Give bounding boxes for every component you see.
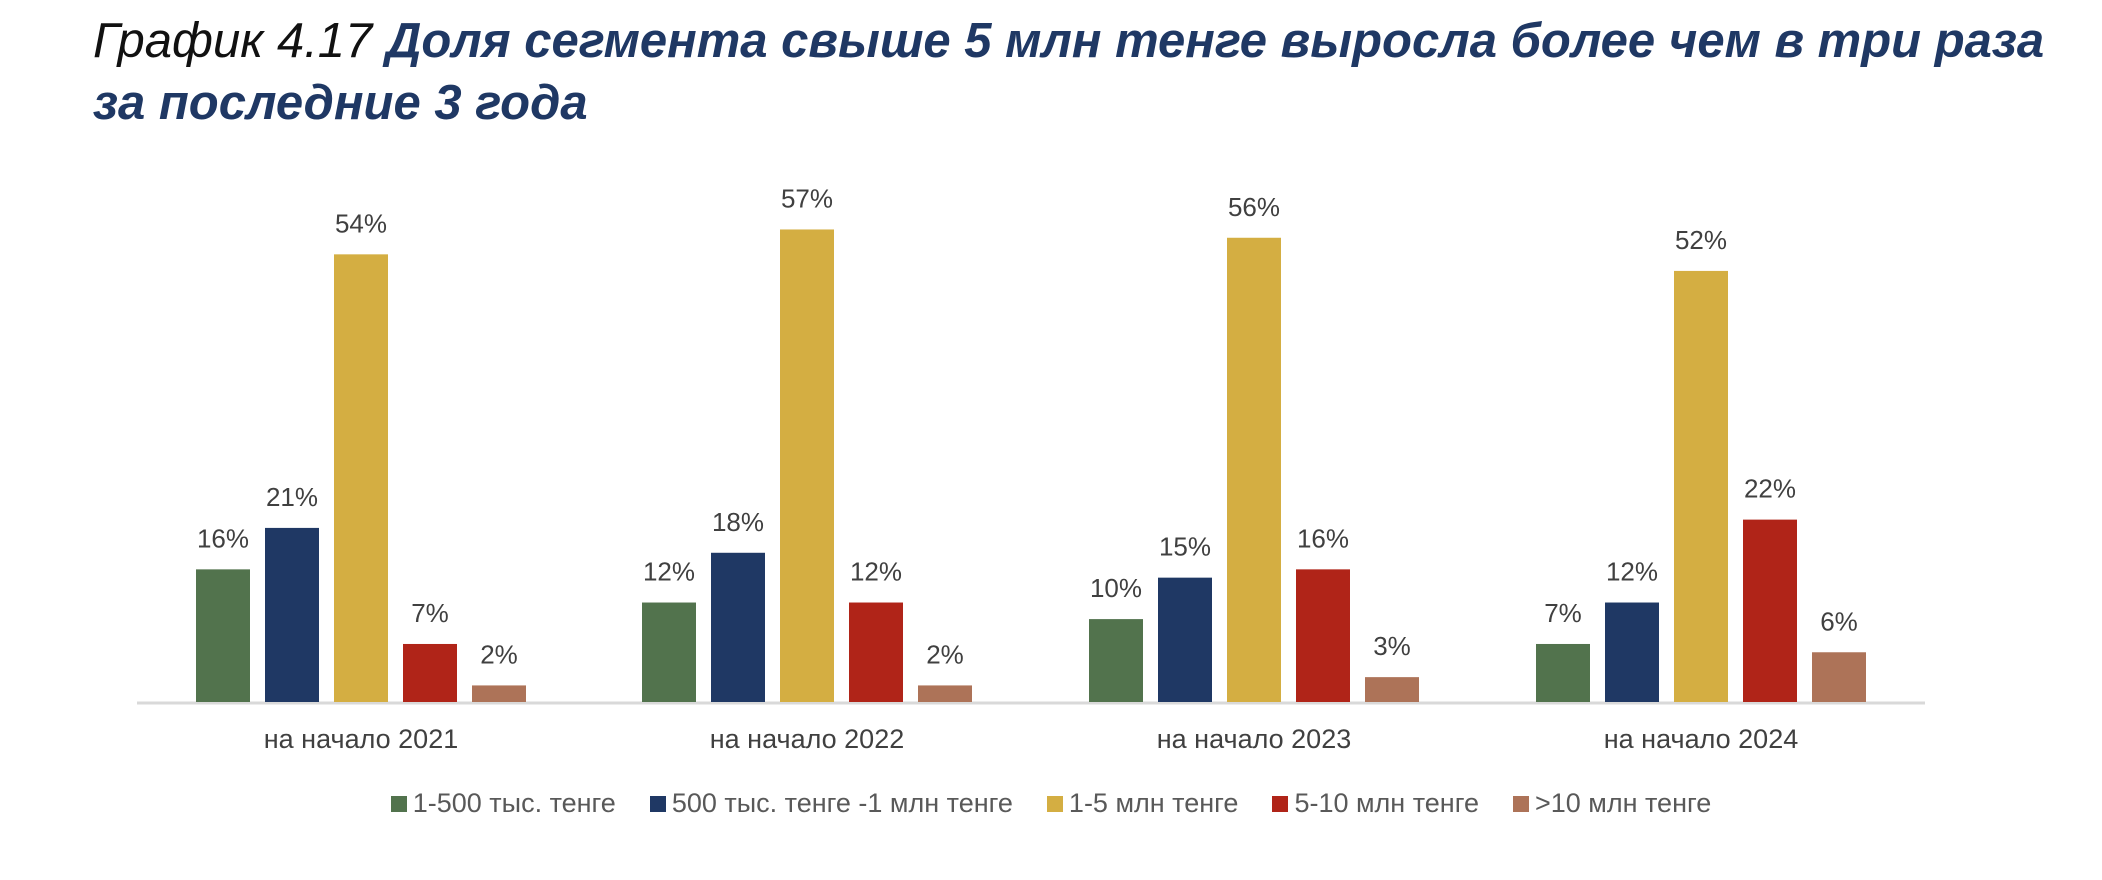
legend-label: 500 тыс. тенге -1 млн тенге bbox=[671, 788, 1013, 818]
bar bbox=[1089, 619, 1143, 702]
data-label: 56% bbox=[1228, 192, 1280, 222]
bar-chart: 16% 21% 54% 7% 2% на начало 2021 12% 18% 57% 12% 2… bbox=[137, 183, 1925, 754]
data-label: 7% bbox=[1544, 598, 1582, 628]
legend-item: 5-10 млн тенге bbox=[1272, 788, 1479, 819]
legend-swatch bbox=[390, 795, 407, 812]
bar bbox=[1743, 519, 1797, 702]
x-tick-label: на начало 2023 bbox=[1157, 724, 1351, 754]
data-label: 16% bbox=[1297, 523, 1349, 553]
data-label: 3% bbox=[1373, 631, 1411, 661]
data-label: 2% bbox=[480, 639, 518, 669]
bar bbox=[196, 569, 250, 702]
bar bbox=[1227, 237, 1281, 702]
data-label: 54% bbox=[335, 208, 387, 238]
data-label: 18% bbox=[712, 507, 764, 537]
legend-swatch bbox=[1046, 795, 1063, 812]
chart-title-prefix: График 4.17 bbox=[93, 14, 373, 68]
chart-title: График 4.17 Доля сегмента свыше 5 млн те… bbox=[93, 10, 2053, 134]
bar bbox=[1674, 270, 1728, 702]
bar bbox=[1296, 569, 1350, 702]
data-label: 10% bbox=[1090, 573, 1142, 603]
data-label: 6% bbox=[1820, 606, 1858, 636]
legend-label: >10 млн тенге bbox=[1534, 788, 1712, 818]
bar bbox=[1158, 577, 1212, 702]
legend-swatch bbox=[1272, 795, 1289, 812]
data-label: 15% bbox=[1159, 532, 1211, 562]
legend-label: 1-500 тыс. тенге bbox=[412, 788, 616, 818]
legend-swatch bbox=[649, 795, 666, 812]
legend-item: 500 тыс. тенге -1 млн тенге bbox=[649, 788, 1013, 819]
bar bbox=[642, 602, 696, 702]
data-label: 12% bbox=[643, 557, 695, 587]
data-label: 16% bbox=[197, 523, 249, 553]
data-label: 12% bbox=[1606, 557, 1658, 587]
bar bbox=[265, 527, 319, 702]
bar bbox=[1812, 652, 1866, 702]
data-label: 22% bbox=[1744, 474, 1796, 504]
x-tick-label: на начало 2021 bbox=[264, 724, 458, 754]
legend-item: 1-5 млн тенге bbox=[1046, 788, 1239, 819]
legend-swatch bbox=[1512, 795, 1529, 812]
chart-legend: 1-500 тыс. тенге 500 тыс. тенге -1 млн те… bbox=[0, 788, 2102, 819]
bar bbox=[918, 685, 972, 702]
legend-label: 5-10 млн тенге bbox=[1294, 788, 1479, 818]
data-label: 57% bbox=[781, 183, 833, 213]
x-tick-label: на начало 2022 bbox=[710, 724, 904, 754]
legend-item: 1-500 тыс. тенге bbox=[390, 788, 616, 819]
data-label: 52% bbox=[1675, 225, 1727, 255]
data-label: 2% bbox=[926, 639, 964, 669]
data-label: 12% bbox=[850, 557, 902, 587]
chart-title-main: Доля сегмента свыше 5 млн тенге выросла … bbox=[93, 14, 2045, 130]
bar bbox=[711, 552, 765, 702]
bar bbox=[780, 229, 834, 702]
x-tick-label: на начало 2024 bbox=[1604, 724, 1798, 754]
bar bbox=[472, 685, 526, 702]
data-label: 7% bbox=[411, 598, 449, 628]
bar bbox=[403, 643, 457, 702]
data-label: 21% bbox=[266, 482, 318, 512]
bar bbox=[849, 602, 903, 702]
legend-label: 1-5 млн тенге bbox=[1068, 788, 1239, 818]
legend-item: >10 млн тенге bbox=[1512, 788, 1712, 819]
bar bbox=[1605, 602, 1659, 702]
bar bbox=[1365, 677, 1419, 702]
bar bbox=[1536, 643, 1590, 702]
bar bbox=[334, 254, 388, 702]
